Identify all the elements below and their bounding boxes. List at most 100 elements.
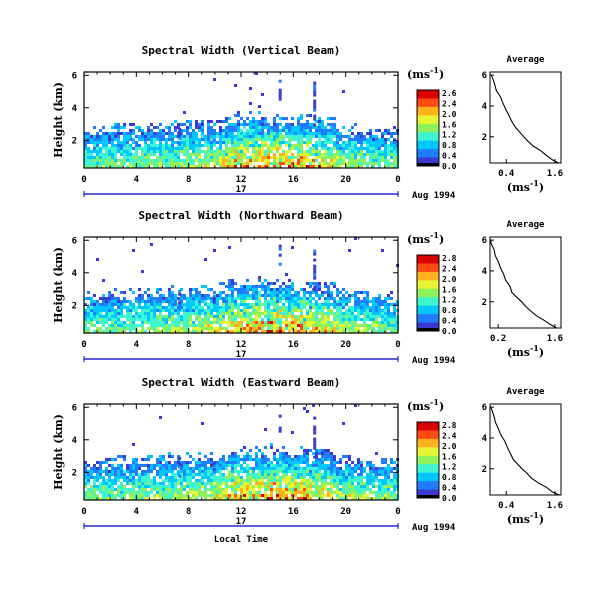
heatmap-cell: [123, 315, 126, 318]
heatmap-cell: [150, 482, 153, 485]
heatmap-cell: [159, 297, 162, 300]
heatmap-cell: [237, 111, 240, 114]
heatmap-cell: [342, 485, 345, 488]
heatmap-cell: [135, 473, 138, 476]
heatmap-cell: [327, 488, 330, 491]
heatmap-cell: [288, 165, 291, 168]
heatmap-cell: [345, 464, 348, 467]
heatmap-cell: [282, 135, 285, 138]
heatmap-cell: [174, 464, 177, 467]
heatmap-cell: [321, 488, 324, 491]
heatmap-cell: [306, 153, 309, 156]
heatmap-cell: [384, 300, 387, 303]
heatmap-cell: [237, 324, 240, 327]
heatmap-cell: [330, 162, 333, 165]
heatmap-cell: [210, 467, 213, 470]
heatmap-cell: [354, 488, 357, 491]
heatmap-cell: [183, 123, 186, 126]
heatmap-cell: [342, 321, 345, 324]
heatmap-cell: [192, 458, 195, 461]
heatmap-cell: [171, 159, 174, 162]
heatmap-cell: [384, 327, 387, 330]
heatmap-cell: [90, 467, 93, 470]
heatmap-cell: [312, 135, 315, 138]
heatmap-cell: [210, 153, 213, 156]
heatmap-cell: [246, 464, 249, 467]
heatmap-cell: [384, 297, 387, 300]
heatmap-cell: [123, 479, 126, 482]
heatmap-cell: [111, 156, 114, 159]
heatmap-cell: [313, 249, 317, 253]
heatmap-cell: [333, 141, 336, 144]
heatmap-cell: [219, 470, 222, 473]
heatmap-cell: [278, 94, 282, 98]
heatmap-cell: [324, 141, 327, 144]
heatmap-cell: [219, 482, 222, 485]
heatmap-cell: [87, 147, 90, 150]
heatmap-cell: [255, 324, 258, 327]
heatmap-cell: [162, 300, 165, 303]
heatmap-cell: [162, 138, 165, 141]
heatmap-cell: [246, 494, 249, 497]
heatmap-cell: [129, 324, 132, 327]
heatmap-cell: [381, 318, 384, 321]
heatmap-cell: [207, 312, 210, 315]
x-tick-label: 16: [288, 340, 299, 350]
heatmap-cell: [162, 156, 165, 159]
heatmap-cell: [189, 324, 192, 327]
heatmap-cell: [204, 312, 207, 315]
heatmap-cell: [222, 327, 225, 330]
heatmap-cell: [159, 455, 162, 458]
heatmap-cell: [366, 488, 369, 491]
heatmap-cell: [375, 315, 378, 318]
heatmap-cell: [282, 297, 285, 300]
heatmap-cell: [315, 458, 318, 461]
heatmap-cell: [201, 422, 204, 425]
heatmap-cell: [384, 470, 387, 473]
heatmap-cell: [123, 476, 126, 479]
heatmap-cell: [273, 117, 276, 120]
heatmap-cell: [360, 488, 363, 491]
heatmap-cell: [324, 135, 327, 138]
heatmap-cell: [159, 162, 162, 165]
heatmap-cell: [313, 252, 317, 256]
heatmap-cell: [204, 159, 207, 162]
heatmap-cell: [90, 141, 93, 144]
heatmap-cell: [372, 470, 375, 473]
heatmap-cell: [135, 458, 138, 461]
heatmap-cell: [315, 330, 318, 333]
heatmap-cell: [303, 318, 306, 321]
heatmap-cell: [261, 303, 264, 306]
heatmap-cell: [375, 312, 378, 315]
heatmap-cell: [102, 138, 105, 141]
heatmap-cell: [234, 159, 237, 162]
heatmap-cell: [243, 309, 246, 312]
heatmap-cell: [303, 458, 306, 461]
heatmap-cell: [204, 297, 207, 300]
heatmap-cell: [153, 138, 156, 141]
profile-y-tick-label: 2: [482, 298, 487, 308]
heatmap-cell: [366, 318, 369, 321]
heatmap-cell: [330, 132, 333, 135]
heatmap-cell: [303, 132, 306, 135]
heatmap-cell: [363, 309, 366, 312]
heatmap-cell: [285, 288, 288, 291]
heatmap-cell: [147, 306, 150, 309]
heatmap-cell: [288, 294, 291, 297]
heatmap-cell: [240, 300, 243, 303]
heatmap-cell: [102, 132, 105, 135]
heatmap-cell: [159, 138, 162, 141]
heatmap-cell: [276, 482, 279, 485]
heatmap-cell: [339, 165, 342, 168]
heatmap-cell: [135, 312, 138, 315]
colorbar-frame: [416, 421, 440, 499]
heatmap-cell: [102, 306, 105, 309]
heatmap-cell: [357, 153, 360, 156]
colorbar-swatch: [417, 464, 439, 474]
heatmap-cell: [129, 479, 132, 482]
heatmap-cell: [138, 129, 141, 132]
heatmap-cell: [324, 303, 327, 306]
heatmap-cell: [315, 473, 318, 476]
heatmap-cell: [285, 153, 288, 156]
heatmap-cell: [342, 150, 345, 153]
